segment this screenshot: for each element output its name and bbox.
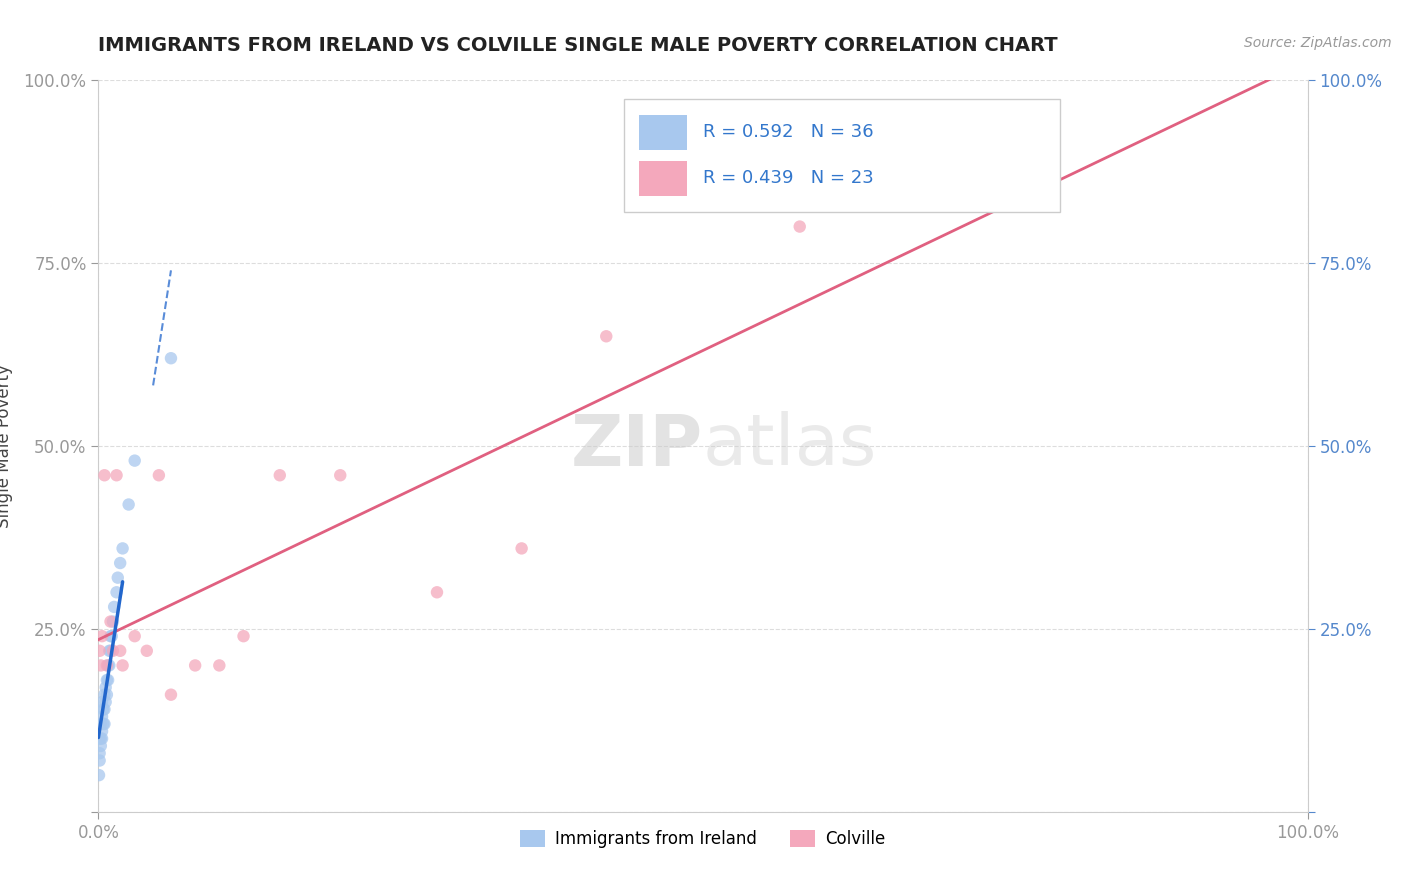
Point <box>90 658 112 673</box>
Point <box>510 541 533 556</box>
Text: R = 0.592   N = 36: R = 0.592 N = 36 <box>703 123 873 141</box>
Point <box>101 615 124 629</box>
Text: R = 0.439   N = 23: R = 0.439 N = 23 <box>703 169 873 187</box>
Point <box>789 219 811 234</box>
Point <box>89 731 111 746</box>
Point <box>89 644 111 658</box>
Point <box>105 585 128 599</box>
Point <box>90 717 112 731</box>
Point <box>91 702 114 716</box>
Point <box>93 468 115 483</box>
Point <box>160 688 183 702</box>
Point <box>100 629 122 643</box>
Point <box>103 599 125 614</box>
Point <box>426 585 449 599</box>
Point <box>108 556 131 570</box>
Point <box>111 658 134 673</box>
Point <box>96 673 118 687</box>
Point <box>148 468 170 483</box>
Point <box>595 329 617 343</box>
Point <box>118 498 141 512</box>
Point <box>269 468 291 483</box>
Point <box>93 702 115 716</box>
Point <box>90 739 112 753</box>
Point <box>160 351 183 366</box>
Point <box>96 658 118 673</box>
Point <box>100 629 122 643</box>
Point <box>107 571 129 585</box>
Point <box>98 658 121 673</box>
Point <box>124 629 146 643</box>
Point <box>89 746 111 760</box>
Bar <box>638 161 688 196</box>
Text: atlas: atlas <box>703 411 877 481</box>
Point <box>97 673 120 687</box>
Point <box>94 695 117 709</box>
Text: Source: ZipAtlas.com: Source: ZipAtlas.com <box>1244 36 1392 50</box>
Point <box>93 717 115 731</box>
Point <box>124 453 146 467</box>
Point <box>111 541 134 556</box>
Point <box>91 695 114 709</box>
Legend: Immigrants from Ireland, Colville: Immigrants from Ireland, Colville <box>513 823 893 855</box>
Point <box>89 754 111 768</box>
Point <box>100 644 122 658</box>
Point <box>91 709 114 723</box>
Point <box>135 644 157 658</box>
Point <box>91 629 114 643</box>
Point <box>101 644 124 658</box>
Point <box>98 644 121 658</box>
Point <box>329 468 352 483</box>
Point <box>93 688 115 702</box>
Point <box>232 629 254 643</box>
Point <box>91 731 114 746</box>
FancyBboxPatch shape <box>624 99 1060 212</box>
Text: ZIP: ZIP <box>571 411 703 481</box>
Point <box>97 658 120 673</box>
Bar <box>638 115 688 150</box>
Point <box>90 731 112 746</box>
Y-axis label: Single Male Poverty: Single Male Poverty <box>0 364 13 528</box>
Point <box>94 681 117 695</box>
Point <box>184 658 207 673</box>
Point <box>208 658 231 673</box>
Point <box>105 468 128 483</box>
Point <box>87 768 110 782</box>
Point <box>108 644 131 658</box>
Point <box>96 688 118 702</box>
Point <box>100 615 122 629</box>
Point <box>91 717 114 731</box>
Text: IMMIGRANTS FROM IRELAND VS COLVILLE SINGLE MALE POVERTY CORRELATION CHART: IMMIGRANTS FROM IRELAND VS COLVILLE SING… <box>98 36 1059 54</box>
Point <box>91 724 114 739</box>
